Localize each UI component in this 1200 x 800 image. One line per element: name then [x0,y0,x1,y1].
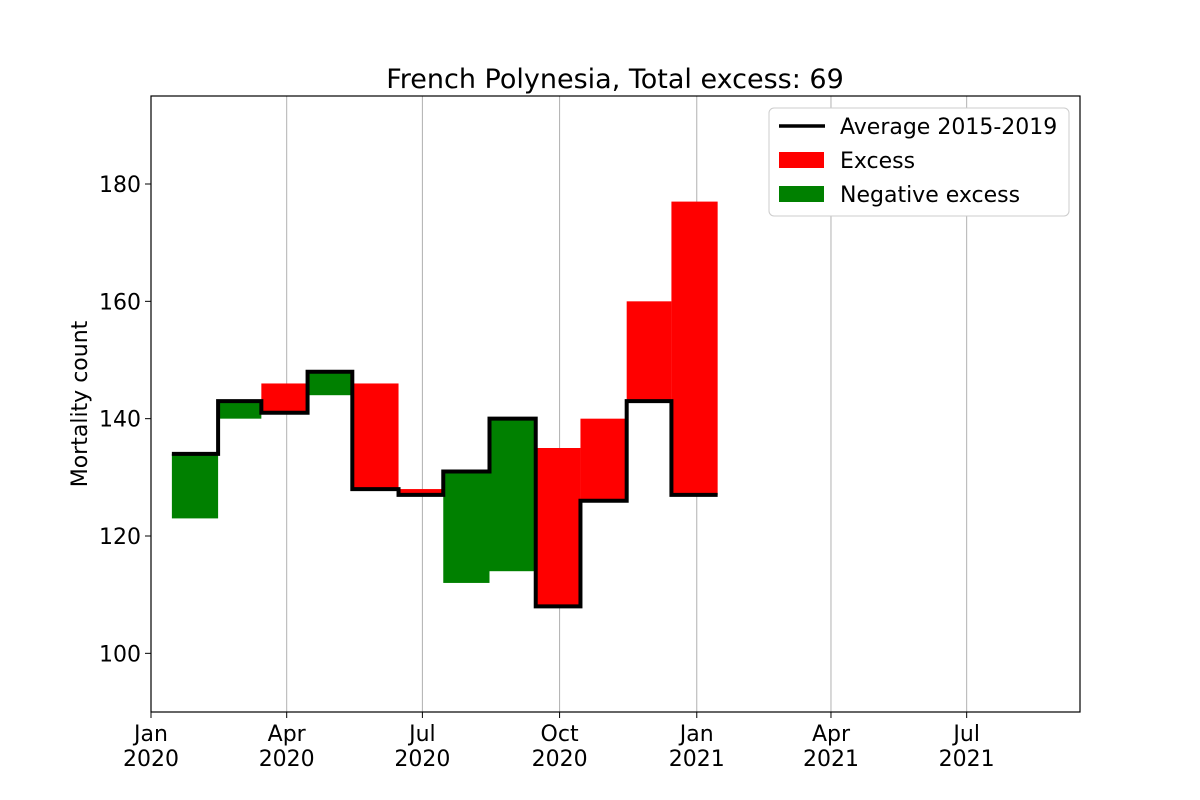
x-tick-label-year-1: 2020 [259,747,315,772]
x-tick-label-year-0: 2020 [123,747,179,772]
x-tick-label-5: Apr [812,722,851,747]
legend: Average 2015-2019 Excess Negative excess [768,107,1070,217]
bar-2020-08 [489,418,536,572]
x-tick-label-0: Jan [132,722,168,747]
bar-2020-10 [580,418,627,501]
legend-excess-swatch [779,152,824,168]
y-tick-label-0: 100 [99,642,141,667]
bar-2020-04 [307,371,353,396]
bar-2020-06 [398,489,444,495]
x-tick-label-1: Apr [268,722,307,747]
average-step-line [171,369,718,609]
x-tick-label-3: Oct [541,722,579,747]
x-tick-label-4: Jan [678,722,714,747]
x-axis: Jan2020Apr2020Jul2020Oct2020Jan2021Apr20… [123,712,995,772]
y-tick-label-4: 180 [99,173,141,198]
x-tick-label-year-4: 2021 [669,747,725,772]
y-tick-label-1: 120 [99,525,141,550]
bar-2020-05 [352,383,399,490]
bars [171,201,718,607]
bar-2020-07 [443,471,490,583]
y-tick-label-3: 160 [99,290,141,315]
x-tick-label-year-2: 2020 [394,747,450,772]
y-axis-label: Mortality count [68,320,93,487]
bar-2020-11 [626,301,672,402]
x-tick-label-year-6: 2021 [939,747,995,772]
chart-title: French Polynesia, Total excess: 69 [386,64,844,95]
legend-excess-label: Excess [840,149,915,174]
legend-negative-swatch [779,186,824,202]
legend-average-label: Average 2015-2019 [840,115,1057,140]
bar-2020-02 [218,401,262,419]
legend-negative-label: Negative excess [840,183,1020,208]
average-line [171,369,718,609]
y-axis: 100 120 140 160 180 [99,173,151,667]
x-tick-label-2: Jul [407,722,436,747]
bar-2020-01 [171,453,219,519]
plot-frame [150,95,1081,713]
x-tick-label-year-3: 2020 [532,747,588,772]
bar-2020-09 [535,448,581,607]
y-tick-label-2: 140 [99,408,141,433]
bar-2020-03 [261,383,308,413]
x-tick-label-year-5: 2021 [803,747,859,772]
bar-2020-12 [671,201,718,495]
legend-box [768,107,1070,217]
x-tick-label-6: Jul [951,722,980,747]
